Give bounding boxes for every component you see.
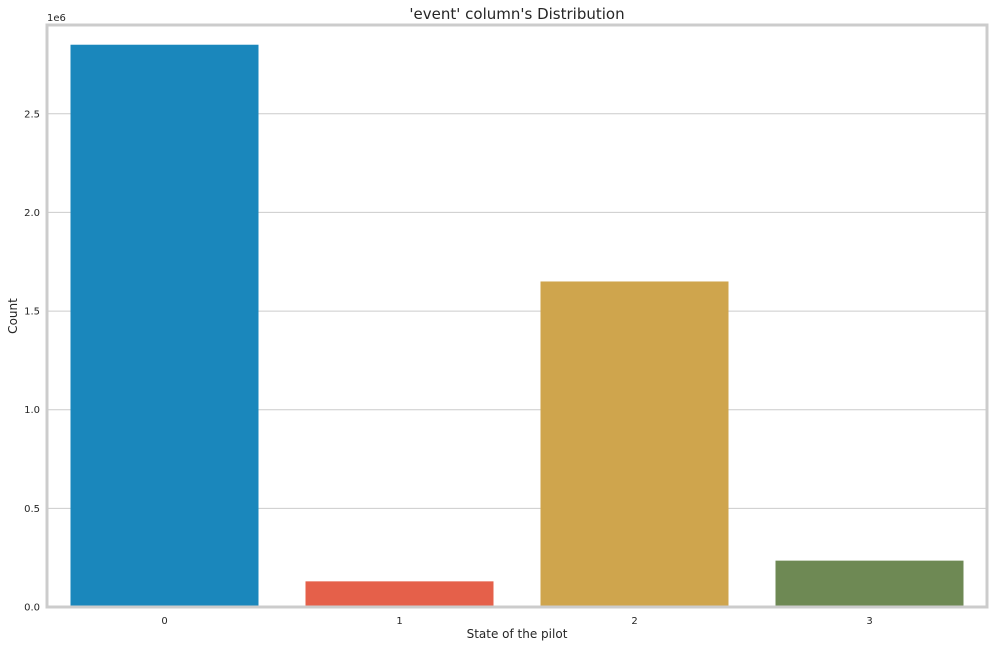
y-tick-label: 0.0 <box>24 603 40 614</box>
y-tick-label: 1.5 <box>24 307 40 318</box>
bar-2 <box>540 281 729 607</box>
bar-1 <box>305 581 494 607</box>
bars <box>70 44 964 607</box>
y-tick-label: 0.5 <box>24 504 40 515</box>
y-tick-label: 1.0 <box>24 405 40 416</box>
y-axis-label: Count <box>6 298 20 334</box>
x-axis-label: State of the pilot <box>467 627 568 641</box>
bar-0 <box>70 44 259 607</box>
x-tick-labels: 0 1 2 3 <box>161 616 872 627</box>
plot-frame <box>45 23 989 609</box>
chart-title: 'event' column's Distribution <box>409 5 624 23</box>
y-tick-label: 2.0 <box>24 208 40 219</box>
bar-3 <box>775 560 964 607</box>
x-tick-label: 0 <box>161 616 167 627</box>
y-tick-labels: 0.0 0.5 1.0 1.5 2.0 2.5 <box>24 109 40 613</box>
x-tick-label: 1 <box>396 616 402 627</box>
x-tick-label: 3 <box>866 616 872 627</box>
y-axis-offset-label: 1e6 <box>47 13 66 24</box>
x-tick-label: 2 <box>631 616 637 627</box>
y-tick-label: 2.5 <box>24 109 40 120</box>
